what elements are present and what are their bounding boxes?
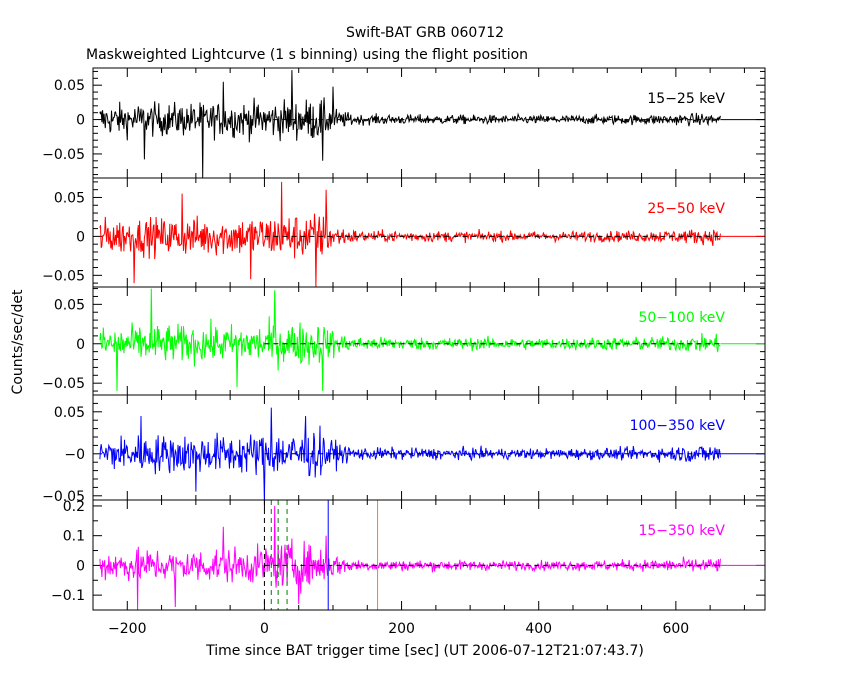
y-tick-label: 0: [76, 337, 85, 353]
panel-0: 0.05 0 −0.05 15−25 keV: [42, 67, 766, 179]
lightcurve-trace: [99, 288, 721, 392]
panel-1: 0.05 0 −0.05 25−50 keV: [42, 177, 766, 288]
band-label: 15−25 keV: [647, 91, 725, 107]
panel-frame: [92, 67, 766, 179]
y-tick-label: 0: [76, 558, 85, 574]
y-tick-label: −0.05: [42, 147, 85, 163]
panel-3: 0.05 −0 −0.05 100−350 keV: [42, 394, 766, 505]
x-tick-label: −200: [108, 621, 146, 637]
panel-frame: [92, 499, 766, 611]
panel-4: 0.2 0.1 0 −0.1 15−350 keV: [51, 499, 766, 611]
y-tick-label: 0.2: [63, 499, 85, 515]
x-tick-label: 600: [662, 621, 689, 637]
panel-2: 0.05 0 −0.05 50−100 keV: [42, 286, 766, 396]
y-tick-label: −0.05: [42, 376, 85, 392]
y-tick-label: 0.05: [54, 297, 85, 313]
figure-subtitle: Maskweighted Lightcurve (1 s binning) us…: [86, 47, 528, 63]
y-tick-label: 0: [76, 229, 85, 245]
y-tick-label: −0.05: [42, 489, 85, 505]
x-tick-label: 0: [260, 621, 269, 637]
band-label: 100−350 keV: [630, 418, 726, 434]
band-label: 50−100 keV: [638, 310, 725, 326]
y-tick-label: 0.05: [54, 190, 85, 206]
lightcurve-trace: [99, 181, 721, 287]
band-label: 25−50 keV: [647, 201, 725, 217]
y-tick-label: 0.05: [54, 78, 85, 94]
y-tick-label: −0: [64, 447, 85, 463]
figure-title: Swift-BAT GRB 060712: [346, 25, 504, 41]
x-tick-label: 400: [525, 621, 552, 637]
y-tick-label: −0.05: [42, 268, 85, 284]
lightcurve-trace: [99, 70, 721, 178]
y-tick-label: −0.1: [51, 588, 85, 604]
y-tick-label: 0.1: [63, 529, 85, 545]
y-axis-label: Counts/sec/det: [10, 289, 26, 394]
lightcurve-trace: [99, 407, 721, 500]
y-tick-label: 0.05: [54, 405, 85, 421]
band-label: 15−350 keV: [638, 523, 725, 539]
x-tick-label: 200: [388, 621, 415, 637]
y-tick-label: 0: [76, 113, 85, 129]
x-axis-label: Time since BAT trigger time [sec] (UT 20…: [205, 643, 644, 659]
lightcurve-trace: [99, 505, 721, 610]
